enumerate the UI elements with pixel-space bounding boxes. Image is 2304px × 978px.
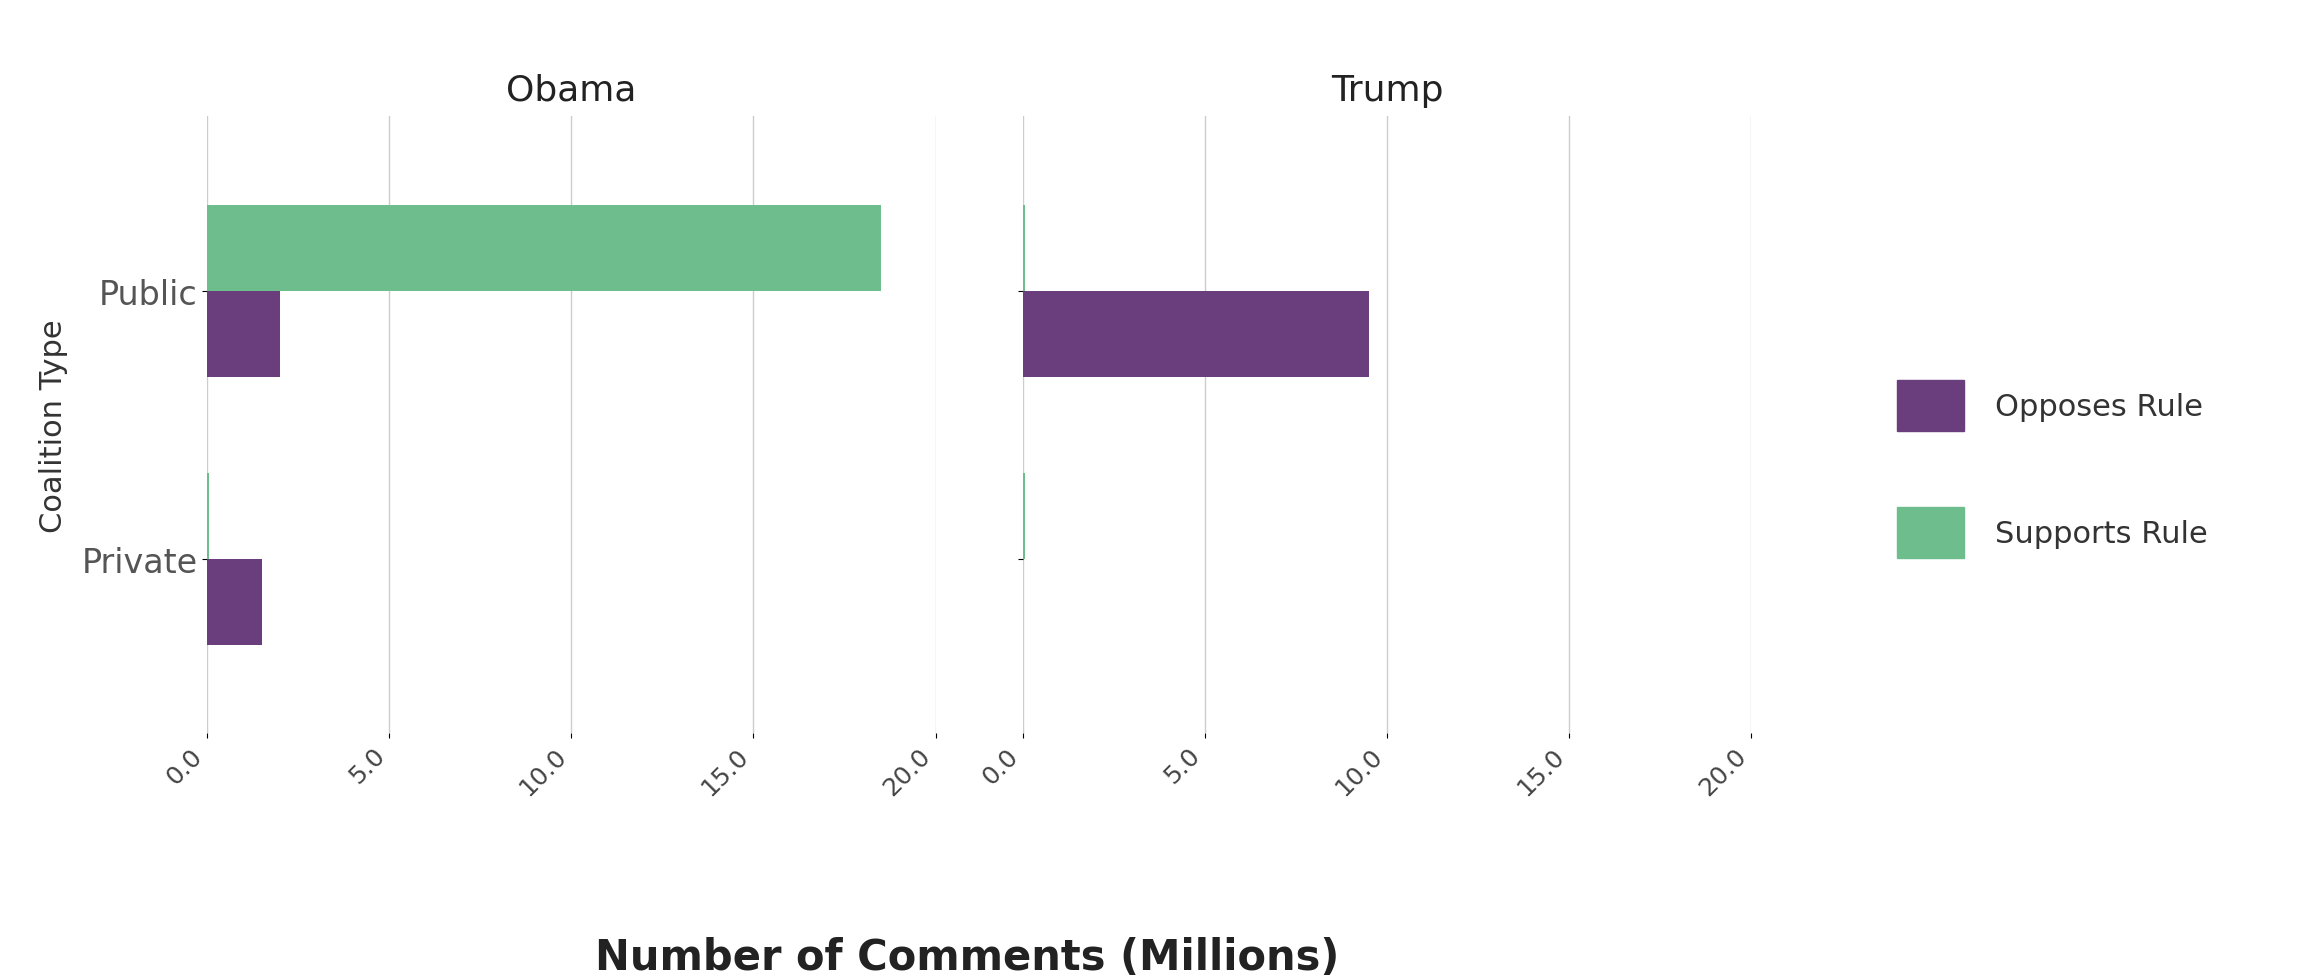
Legend: Opposes Rule, Supports Rule: Opposes Rule, Supports Rule [1885,368,2219,571]
Bar [207,291,281,378]
Bar [207,559,263,645]
Title: Trump: Trump [1332,73,1442,108]
Bar [207,205,880,291]
Y-axis label: Coalition Type: Coalition Type [39,319,67,532]
Bar [1023,291,1369,378]
Text: Number of Comments (Millions): Number of Comments (Millions) [594,936,1341,978]
Title: Obama: Obama [507,73,636,108]
